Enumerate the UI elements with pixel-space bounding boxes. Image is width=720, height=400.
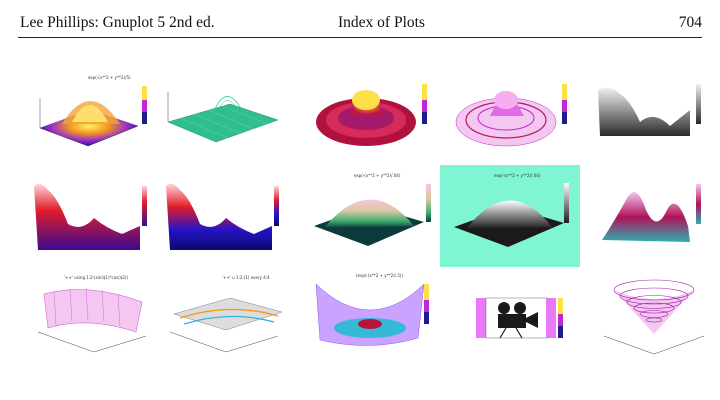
plot-thumbnail-rippled-surface — [316, 84, 427, 146]
page-number: 704 — [678, 14, 702, 31]
plot-caption: exp(-(x**2 + y**2)/.04) — [494, 173, 541, 178]
plot-thumbnail-vector-field-grid: '++' u 1:2:(1) every 4:4 — [169, 275, 283, 353]
plot-thumbnail-green-mesh — [167, 92, 279, 143]
book-title: Lee Phillips: Gnuplot 5 2nd ed. — [20, 14, 215, 31]
plot-thumbnail-pastel-gaussian: exp(-(x**2 + y**2)/.04) — [314, 173, 431, 246]
plot-caption: exp(-(x**2 + y**2)/.04) — [354, 173, 401, 178]
plot-thumbnail-gaussian-teal-bg: exp(-(x**2 + y**2)/.04) — [440, 165, 580, 267]
plot-thumbnail-red-ridges — [34, 183, 147, 250]
header-rule — [18, 37, 702, 38]
plot-caption: '++' u 1:2:(1) every 4:4 — [222, 275, 270, 280]
plot-thumbnail-bowl-surface: (exp(-(x**2 + y**2)/.5)) — [315, 273, 429, 346]
plot-thumbnail-camera-image — [476, 297, 563, 339]
page-header: Lee Phillips: Gnuplot 5 2nd ed. Index of… — [18, 14, 702, 36]
plot-thumbnail-gray-surface — [598, 84, 701, 136]
plot-thumbnail-pink-wireframe: '++' using 1:2:(sin($1)*cos($2)) — [37, 275, 147, 353]
plot-caption: (exp(-(x**2 + y**2)/.5)) — [356, 273, 403, 278]
plot-caption: exp(-(x**2 + y**2)/5) — [88, 75, 131, 80]
plot-thumbnail-cone-contours — [603, 279, 705, 355]
plot-thumbnail-colored-waves — [602, 184, 701, 242]
plot-thumbnail-rippled-hidden-surface — [455, 84, 567, 147]
section-title: Index of Plots — [338, 14, 425, 31]
plot-thumbnail-gaussian-surface: exp(-(x**2 + y**2)/5) — [39, 75, 147, 147]
plot-caption: '++' using 1:2:(sin($1)*cos($2)) — [64, 275, 128, 280]
plot-thumbnail-blue-ridges — [166, 183, 279, 250]
